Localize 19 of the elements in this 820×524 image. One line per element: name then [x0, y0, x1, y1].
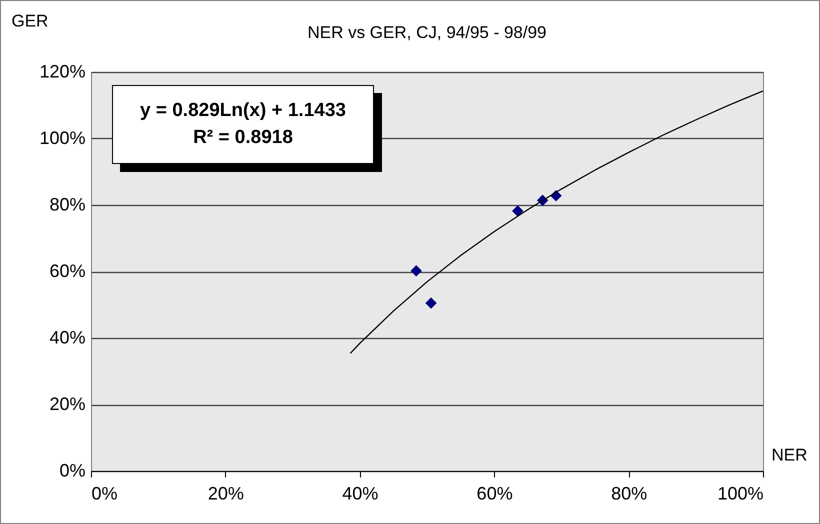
x-tick-label: 20%: [208, 484, 244, 504]
y-tick-label: 100%: [39, 128, 86, 148]
x-tick-label: 60%: [476, 484, 513, 504]
y-tick-label: 0%: [59, 460, 86, 480]
x-tick-label: 100%: [717, 484, 764, 504]
y-tick-label: 60%: [49, 261, 86, 281]
y-tick-label: 80%: [49, 194, 86, 214]
y-axis-title: GER: [12, 12, 48, 30]
x-tick-label: 40%: [342, 484, 378, 504]
y-tick-label: 120%: [39, 62, 86, 82]
y-tick-label: 20%: [49, 394, 86, 414]
chart-title: NER vs GER, CJ, 94/95 - 98/99: [306, 23, 548, 43]
y-tick-label: 40%: [49, 328, 86, 348]
line-series: [350, 90, 764, 354]
annotation: R² = 0.8918: [192, 126, 294, 150]
annotation: y = 0.829Ln(x) + 1.1433: [139, 98, 347, 123]
x-axis-title: NER: [772, 446, 808, 464]
x-tick-label: 80%: [611, 484, 648, 504]
x-tick-label: 0%: [92, 484, 118, 504]
